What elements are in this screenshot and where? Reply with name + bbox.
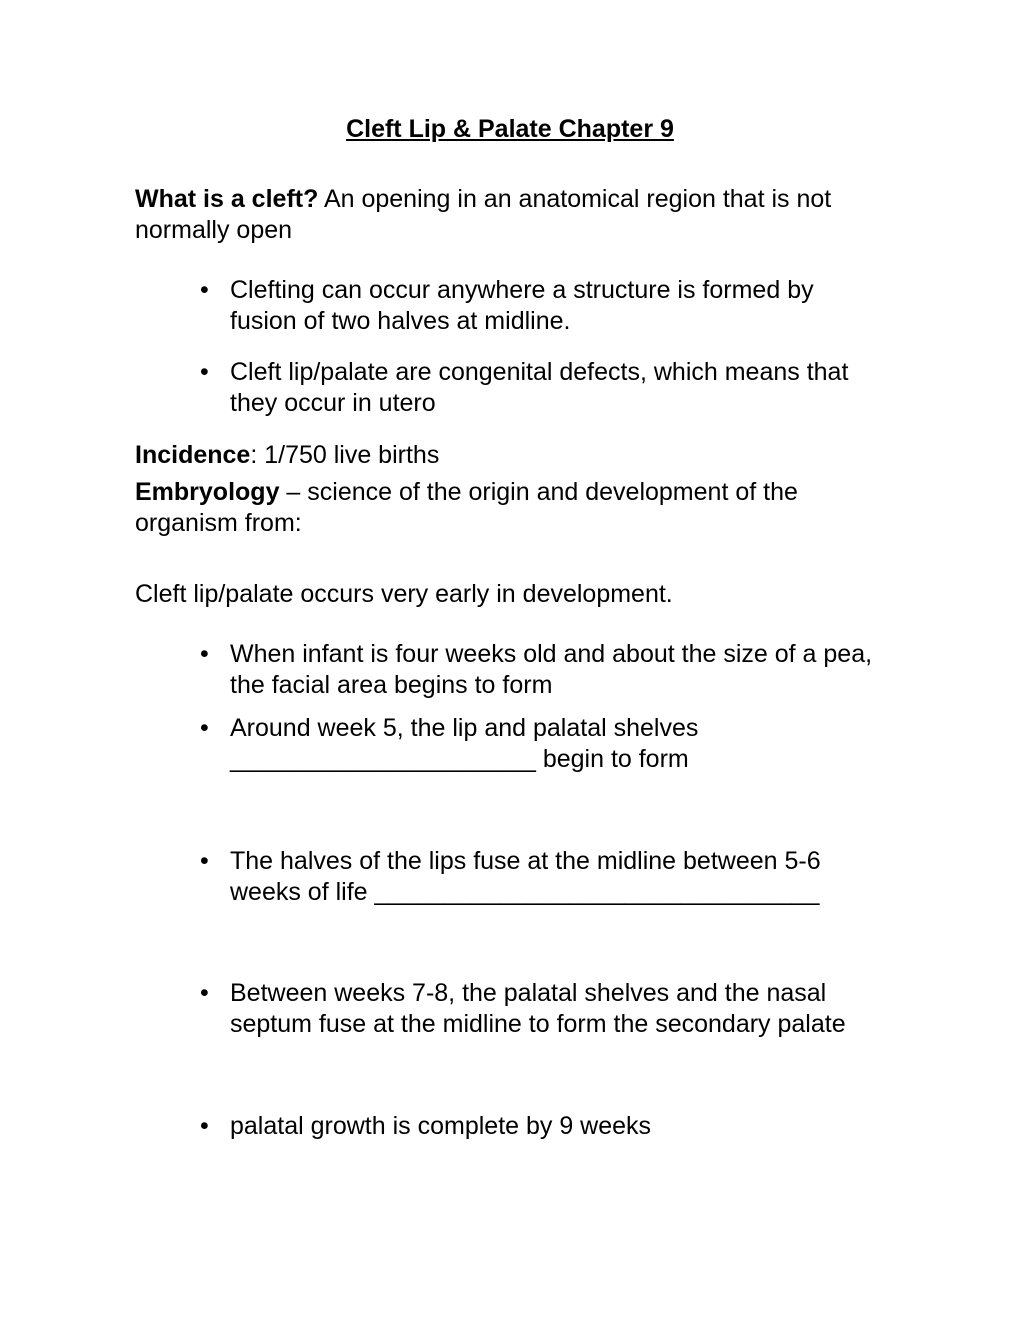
list-item: The halves of the lips fuse at the midli… [135,846,885,909]
list-item: Clefting can occur anywhere a structure … [135,275,885,338]
list-item: When infant is four weeks old and about … [135,639,885,702]
embryology-paragraph: Embryology – science of the origin and d… [135,477,885,540]
list-item: Around week 5, the lip and palatal shelv… [135,713,885,776]
development-list: When infant is four weeks old and about … [135,639,885,1142]
definition-list: Clefting can occur anywhere a structure … [135,275,885,420]
list-item: Between weeks 7-8, the palatal shelves a… [135,978,885,1041]
incidence-label: Incidence [135,441,250,469]
incidence-paragraph: Incidence: 1/750 live births [135,440,885,471]
development-paragraph: Cleft lip/palate occurs very early in de… [135,579,885,610]
embryology-label: Embryology [135,478,279,506]
definition-paragraph: What is a cleft? An opening in an anatom… [135,184,885,247]
definition-label: What is a cleft? [135,185,318,213]
list-item: Cleft lip/palate are congenital defects,… [135,357,885,420]
incidence-text: : 1/750 live births [250,441,439,469]
page-title: Cleft Lip & Palate Chapter 9 [135,115,885,144]
list-item: palatal growth is complete by 9 weeks [135,1111,885,1142]
